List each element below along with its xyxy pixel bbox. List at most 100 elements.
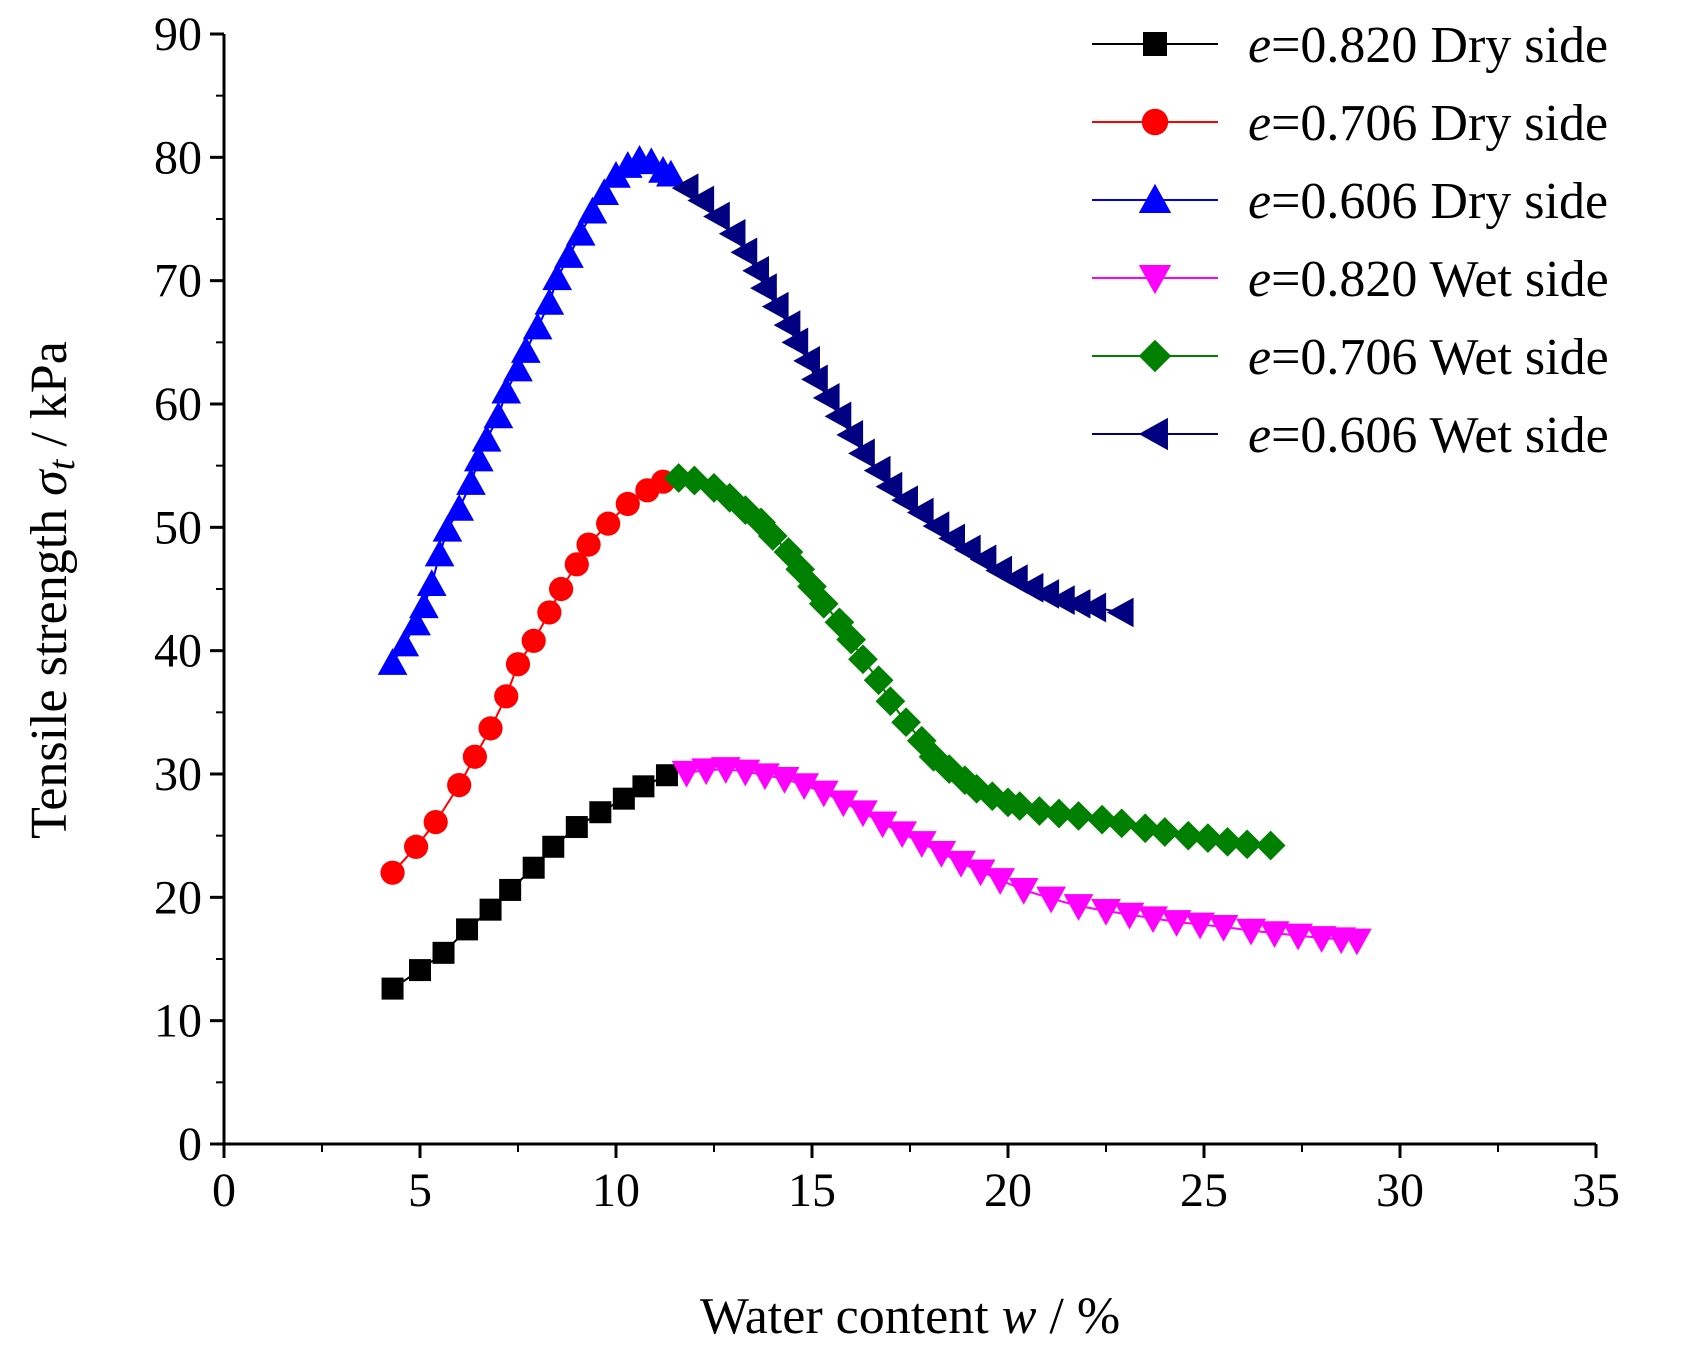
data-point: [1079, 592, 1107, 623]
data-point: [432, 514, 463, 542]
legend-marker: [1138, 265, 1172, 295]
data-point: [409, 591, 439, 619]
x-tick-label: 25: [1180, 1164, 1228, 1217]
data-point: [863, 665, 894, 696]
data-point: [926, 841, 957, 868]
data-point: [1161, 910, 1192, 937]
data-point: [863, 455, 891, 486]
data-point: [812, 382, 840, 413]
legend-marker: [1143, 32, 1167, 56]
series-1: [380, 469, 676, 885]
data-point: [671, 760, 702, 788]
data-point: [985, 868, 1016, 895]
data-point: [946, 850, 976, 878]
data-point: [494, 684, 519, 709]
legend-marker: [1141, 108, 1169, 136]
legend-label-text: =0.706 Dry side: [1271, 95, 1608, 152]
y-tick-label: 90: [154, 8, 202, 61]
data-point: [797, 571, 827, 602]
data-point: [808, 588, 839, 619]
legend-entry: e=0.820 Wet side: [1092, 251, 1609, 308]
series-layer: [377, 144, 1372, 1000]
data-point: [522, 856, 545, 879]
data-point: [730, 495, 761, 525]
data-point: [742, 255, 769, 286]
data-point: [836, 419, 864, 450]
data-point: [891, 485, 918, 516]
legend-entry: e=0.606 Wet side: [1092, 407, 1609, 464]
x-tick-label: 15: [788, 1164, 836, 1217]
series-5: [671, 173, 1134, 628]
data-point: [542, 835, 565, 858]
data-point: [934, 754, 965, 784]
legend-marker: [1138, 183, 1172, 213]
data-point: [401, 608, 431, 636]
data-point: [1306, 926, 1337, 953]
y-tick-label: 40: [154, 625, 202, 678]
data-point: [789, 773, 820, 800]
data-point: [808, 780, 839, 808]
data-point: [478, 716, 503, 741]
data-point: [969, 544, 997, 575]
data-point: [953, 534, 981, 565]
data-point: [891, 707, 921, 738]
data-point: [848, 800, 878, 828]
data-point: [1259, 921, 1290, 948]
data-point: [848, 644, 878, 675]
y-tick-label: 60: [154, 378, 202, 431]
data-point: [757, 521, 788, 551]
data-point: [965, 859, 996, 887]
y-tick-label: 10: [154, 995, 202, 1048]
data-point: [381, 977, 404, 1000]
data-point: [612, 787, 635, 810]
data-point: [663, 463, 694, 493]
legend-label-variable: e: [1248, 173, 1271, 230]
legend-label: e=0.820 Wet side: [1248, 251, 1609, 308]
data-point: [483, 401, 514, 429]
data-point: [824, 607, 855, 638]
data-point: [534, 288, 565, 315]
legend-label-text: =0.820 Wet side: [1271, 251, 1609, 308]
data-point: [522, 312, 553, 340]
data-point: [542, 263, 573, 291]
data-point: [456, 468, 486, 495]
legend-label-variable: e: [1248, 329, 1271, 386]
data-point: [875, 686, 906, 717]
data-point: [1130, 813, 1161, 844]
data-point: [503, 354, 533, 382]
data-point: [499, 878, 522, 901]
y-tick-label: 30: [154, 748, 202, 801]
y-axis-title-variable: σ: [21, 468, 78, 496]
data-point: [403, 834, 429, 859]
data-point: [1232, 829, 1262, 860]
series-3: [671, 757, 1372, 956]
data-point: [447, 773, 472, 798]
data-point: [906, 497, 934, 528]
data-point: [828, 790, 859, 818]
data-point: [615, 491, 640, 516]
data-point: [1236, 918, 1266, 946]
x-tick-label: 35: [1572, 1164, 1620, 1217]
data-point: [423, 810, 448, 835]
data-point: [462, 744, 487, 769]
data-point: [471, 424, 502, 452]
data-point: [761, 291, 789, 322]
legend-entry: e=0.706 Dry side: [1092, 95, 1608, 152]
legend-label-variable: e: [1248, 95, 1271, 152]
data-point: [377, 648, 408, 675]
data-point: [718, 218, 746, 249]
data-point: [463, 444, 494, 472]
data-point: [781, 327, 809, 358]
legend-label-variable: e: [1248, 17, 1271, 74]
legend-label-text: =0.606 Wet side: [1271, 407, 1609, 464]
data-point: [389, 629, 420, 657]
data-point: [565, 816, 588, 839]
data-point: [1149, 817, 1180, 847]
data-point: [699, 473, 729, 503]
data-point: [867, 811, 898, 839]
data-point: [564, 552, 589, 577]
legend-entry: e=0.606 Dry side: [1092, 173, 1608, 230]
data-point: [491, 376, 522, 404]
data-point: [1173, 820, 1204, 851]
